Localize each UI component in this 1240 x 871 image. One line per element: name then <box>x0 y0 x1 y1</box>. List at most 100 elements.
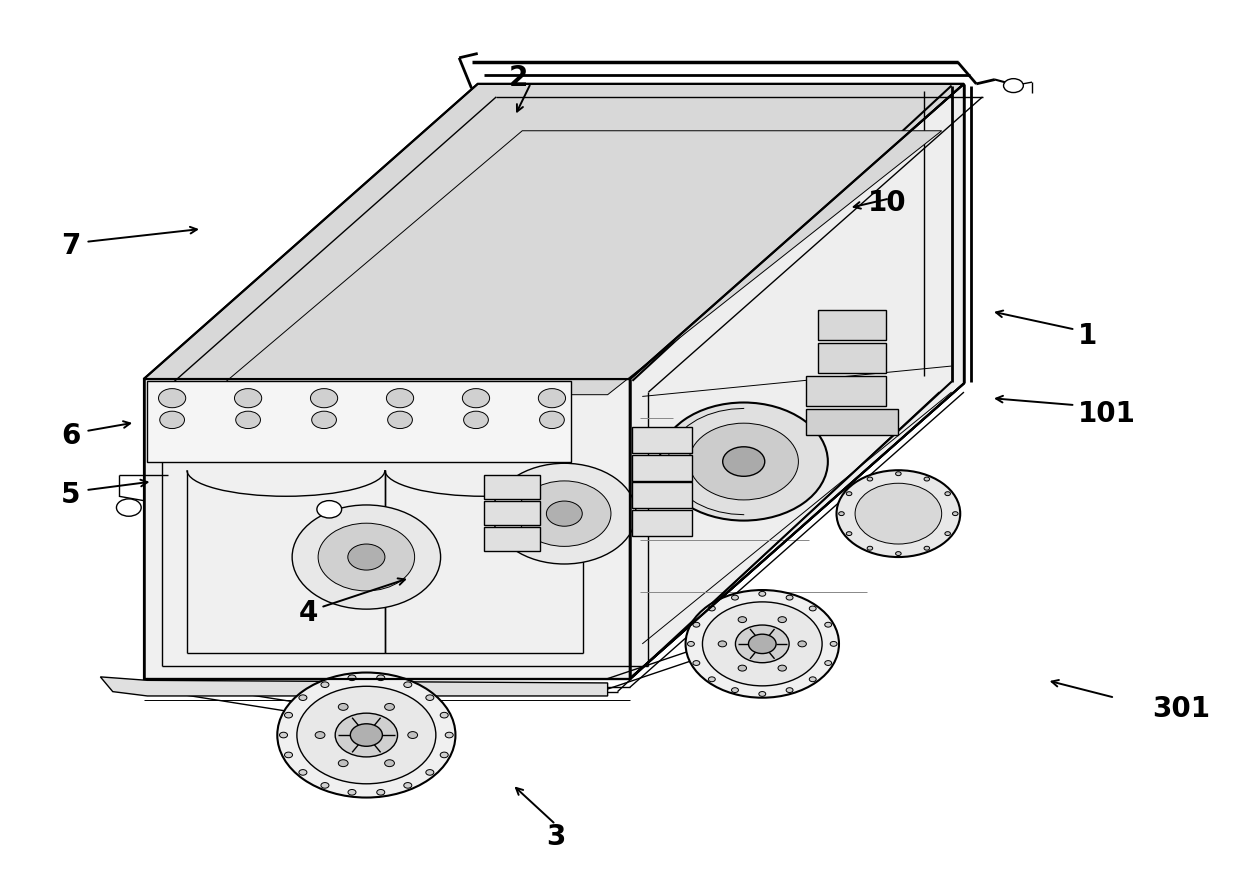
Circle shape <box>296 686 435 784</box>
Circle shape <box>317 501 342 518</box>
Circle shape <box>895 472 901 476</box>
Polygon shape <box>144 84 963 379</box>
Circle shape <box>517 481 611 546</box>
Circle shape <box>895 551 901 556</box>
Polygon shape <box>632 483 692 509</box>
Text: 2: 2 <box>508 64 528 91</box>
Text: 7: 7 <box>61 233 81 260</box>
Circle shape <box>339 704 348 711</box>
Circle shape <box>732 688 739 692</box>
Circle shape <box>749 634 776 653</box>
Circle shape <box>856 483 941 544</box>
Circle shape <box>236 411 260 429</box>
Polygon shape <box>632 427 692 453</box>
Circle shape <box>408 732 418 739</box>
Circle shape <box>924 477 930 481</box>
Circle shape <box>348 675 356 680</box>
Circle shape <box>377 675 384 680</box>
Circle shape <box>321 782 329 788</box>
Circle shape <box>348 789 356 795</box>
Circle shape <box>708 677 715 682</box>
Circle shape <box>952 511 959 516</box>
Circle shape <box>867 477 873 481</box>
Polygon shape <box>818 342 887 373</box>
Circle shape <box>160 411 185 429</box>
Circle shape <box>810 677 816 682</box>
Circle shape <box>538 388 565 408</box>
Circle shape <box>464 411 489 429</box>
Circle shape <box>440 712 448 718</box>
Text: 1: 1 <box>1078 321 1097 349</box>
Circle shape <box>311 411 336 429</box>
Polygon shape <box>211 131 941 395</box>
Circle shape <box>299 770 308 775</box>
Circle shape <box>686 590 839 698</box>
Circle shape <box>279 733 288 738</box>
Circle shape <box>847 492 852 496</box>
Circle shape <box>547 501 583 526</box>
Text: 301: 301 <box>1152 695 1210 723</box>
Circle shape <box>234 388 262 408</box>
Circle shape <box>945 531 950 536</box>
Circle shape <box>735 625 789 663</box>
Circle shape <box>347 544 384 571</box>
Circle shape <box>945 492 950 496</box>
Circle shape <box>539 411 564 429</box>
Circle shape <box>837 470 960 557</box>
Text: 3: 3 <box>546 822 565 851</box>
Circle shape <box>708 606 715 611</box>
Circle shape <box>387 388 414 408</box>
Circle shape <box>759 692 766 696</box>
Circle shape <box>786 595 794 600</box>
Circle shape <box>335 713 398 757</box>
Circle shape <box>388 411 413 429</box>
Polygon shape <box>818 309 887 340</box>
Circle shape <box>825 622 832 627</box>
Polygon shape <box>806 409 898 436</box>
Circle shape <box>492 463 636 564</box>
Circle shape <box>159 388 186 408</box>
Circle shape <box>689 423 799 500</box>
Circle shape <box>830 641 837 646</box>
Polygon shape <box>632 455 692 481</box>
Text: 101: 101 <box>1078 400 1136 428</box>
Circle shape <box>377 789 384 795</box>
Text: 10: 10 <box>868 189 906 217</box>
Circle shape <box>440 752 448 758</box>
Circle shape <box>847 531 852 536</box>
Circle shape <box>284 752 293 758</box>
Circle shape <box>445 733 454 738</box>
Circle shape <box>759 591 766 597</box>
Circle shape <box>777 665 786 671</box>
Circle shape <box>117 499 141 517</box>
Circle shape <box>339 760 348 766</box>
Circle shape <box>404 682 412 687</box>
Circle shape <box>702 602 822 685</box>
Circle shape <box>867 546 873 550</box>
Polygon shape <box>806 375 887 406</box>
Circle shape <box>310 388 337 408</box>
Circle shape <box>786 688 794 692</box>
Circle shape <box>1003 78 1023 92</box>
Circle shape <box>321 682 329 687</box>
Circle shape <box>777 617 786 623</box>
Circle shape <box>404 782 412 788</box>
Circle shape <box>718 641 727 647</box>
Circle shape <box>351 724 382 746</box>
Circle shape <box>825 660 832 665</box>
Polygon shape <box>632 510 692 537</box>
Circle shape <box>299 695 308 700</box>
Circle shape <box>723 447 765 476</box>
Polygon shape <box>484 501 539 525</box>
Circle shape <box>838 511 844 516</box>
Circle shape <box>738 617 746 623</box>
Circle shape <box>315 732 325 739</box>
Circle shape <box>425 695 434 700</box>
Circle shape <box>384 704 394 711</box>
Circle shape <box>319 523 414 591</box>
Circle shape <box>799 641 806 647</box>
Circle shape <box>284 712 293 718</box>
Polygon shape <box>484 527 539 551</box>
Circle shape <box>293 505 440 609</box>
Circle shape <box>687 641 694 646</box>
